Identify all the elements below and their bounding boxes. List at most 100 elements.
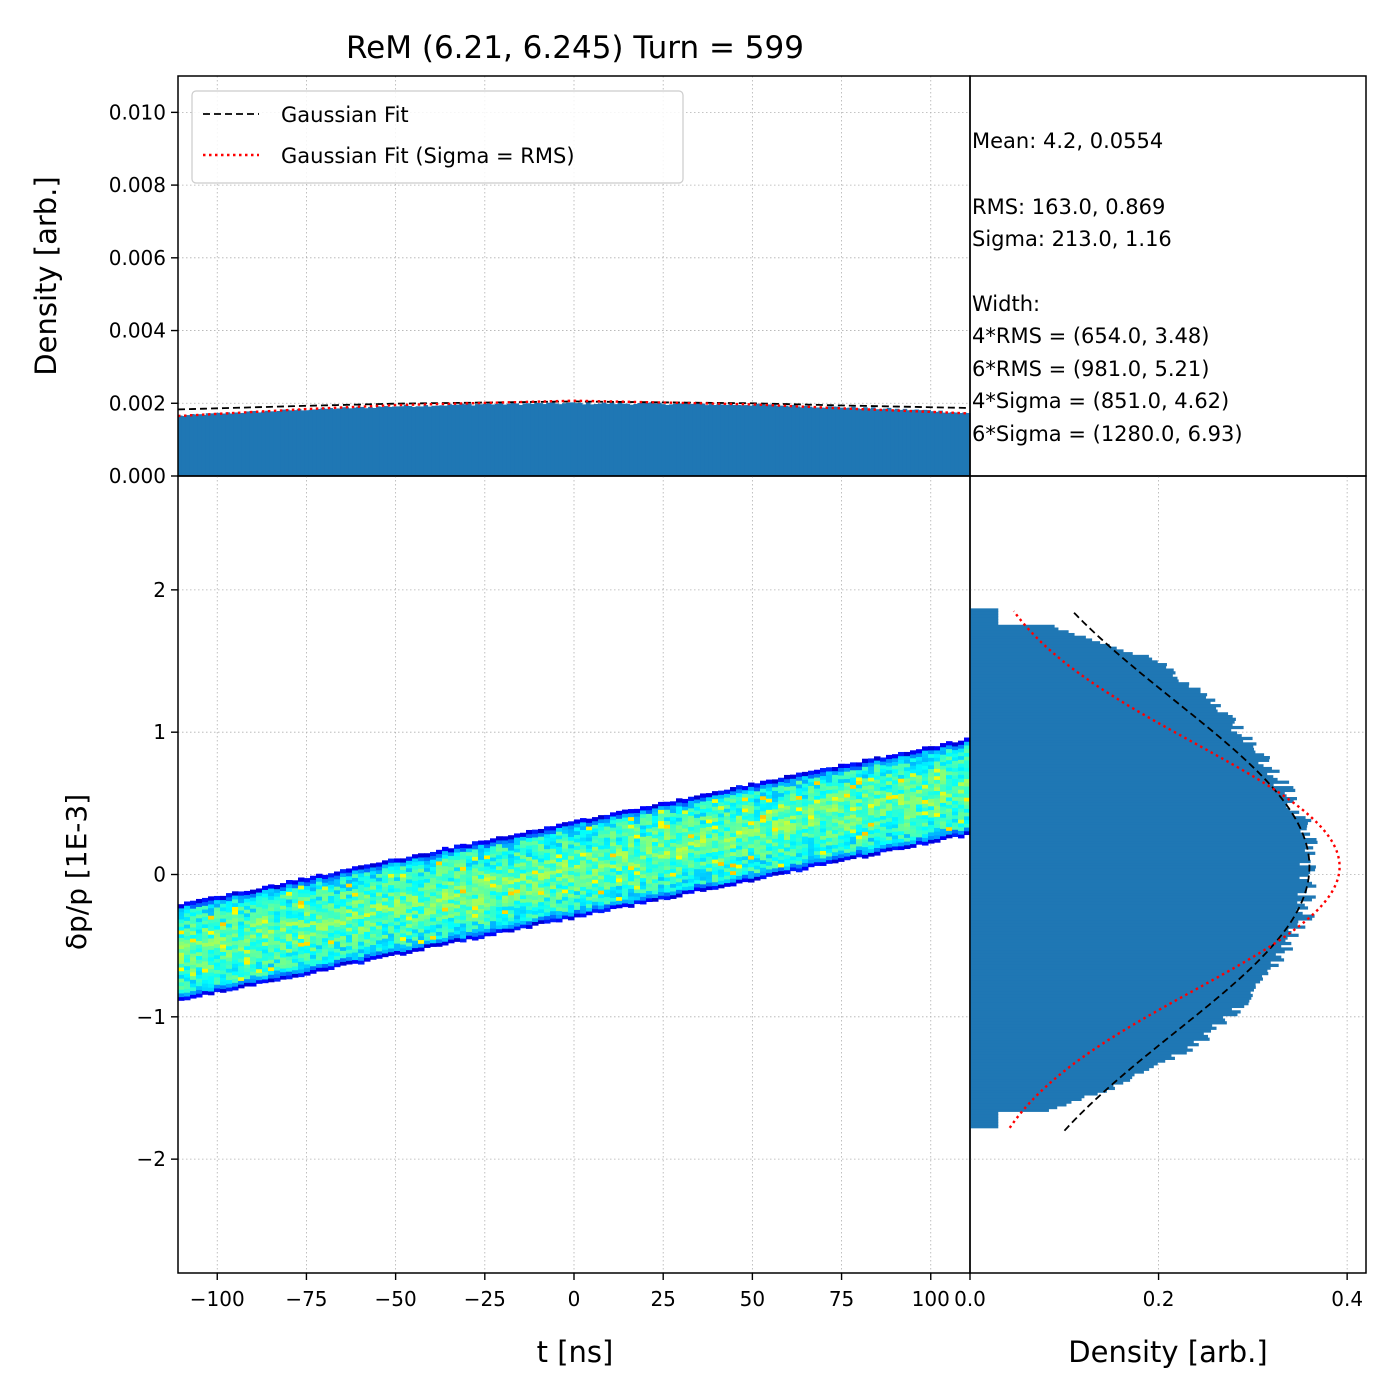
heatmap-cell	[418, 857, 425, 862]
heatmap-cell	[712, 802, 719, 807]
side-histogram-bar	[970, 791, 1285, 795]
heatmap-cell	[232, 948, 239, 953]
heatmap-cell	[814, 850, 821, 855]
heatmap-cell	[736, 792, 743, 797]
heatmap-cell	[610, 897, 617, 902]
heatmap-cell	[490, 894, 497, 899]
heatmap-cell	[598, 822, 605, 827]
heatmap-cell	[736, 845, 743, 850]
heatmap-cell	[664, 892, 671, 897]
heatmap-cell	[604, 900, 611, 905]
heatmap-cell	[610, 853, 617, 858]
side-histogram-bar	[970, 1051, 1187, 1055]
heatmap-cell	[382, 901, 389, 906]
heatmap-cell	[190, 934, 197, 939]
top-histogram-bar	[391, 406, 397, 476]
heatmap-cell	[742, 870, 749, 875]
heatmap-cell	[382, 941, 389, 947]
heatmap-cell	[214, 929, 221, 934]
heatmap-cell	[436, 909, 443, 914]
side-histogram-bar	[970, 993, 1253, 998]
heatmap-cell	[310, 962, 317, 967]
heatmap-cell	[244, 890, 251, 896]
heatmap-cell	[934, 797, 941, 803]
heatmap-cell	[580, 818, 587, 823]
heatmap-cell	[718, 813, 725, 818]
heatmap-cell	[850, 817, 857, 823]
heatmap-cell	[352, 881, 359, 886]
heatmap-cell	[520, 876, 527, 881]
heatmap-cell	[856, 766, 863, 771]
heatmap-cell	[358, 952, 365, 957]
heatmap-cell	[274, 914, 281, 919]
heatmap-cell	[256, 924, 263, 930]
heatmap-cell	[388, 873, 395, 878]
heatmap-cell	[592, 879, 599, 884]
heatmap-cell	[460, 881, 467, 886]
heatmap-cell	[904, 826, 911, 831]
heatmap-cell	[676, 813, 683, 818]
heatmap-cell	[238, 961, 245, 967]
heatmap-cell	[580, 840, 587, 846]
heatmap-cell	[388, 877, 395, 882]
heatmap-cell	[934, 760, 941, 766]
heatmap-cell	[508, 872, 515, 877]
heatmap-cell	[820, 786, 827, 792]
heatmap-cell	[514, 840, 521, 846]
heatmap-cell	[376, 928, 383, 933]
heatmap-cell	[256, 917, 263, 922]
side-histogram-bar	[970, 794, 1287, 798]
heatmap-cell	[736, 815, 743, 820]
heatmap-cell	[640, 806, 647, 811]
heatmap-cell	[232, 967, 239, 972]
heatmap-cell	[316, 884, 323, 890]
heatmap-cell	[502, 902, 509, 907]
heatmap-cell	[748, 790, 755, 795]
heatmap-cell	[682, 879, 689, 884]
side-histogram-bar	[970, 1029, 1212, 1033]
heatmap-cell	[604, 866, 611, 872]
heatmap-cell	[766, 816, 773, 822]
heatmap-cell	[670, 876, 677, 881]
heatmap-cell	[400, 884, 407, 889]
heatmap-cell	[304, 960, 311, 965]
heatmap-cell	[268, 929, 275, 934]
heatmap-cell	[298, 881, 305, 886]
heatmap-cell	[934, 820, 941, 825]
heatmap-cell	[616, 904, 623, 909]
heatmap-cell	[802, 813, 809, 818]
top-histogram-bar	[942, 412, 947, 476]
heatmap-cell	[754, 794, 761, 799]
heatmap-cell	[964, 812, 970, 817]
heatmap-cell	[952, 756, 959, 761]
heatmap-cell	[442, 941, 449, 946]
heatmap-cell	[400, 944, 407, 949]
heatmap-cell	[742, 844, 749, 850]
heatmap-cell	[442, 903, 449, 908]
heatmap-cell	[826, 774, 833, 779]
heatmap-cell	[544, 852, 551, 857]
heatmap-cell	[436, 890, 443, 895]
heatmap-cell	[280, 942, 287, 947]
top-histogram-bar	[376, 406, 381, 476]
heatmap-cell	[772, 816, 779, 821]
side-histogram-bar	[970, 982, 1256, 987]
heatmap-cell	[256, 906, 263, 911]
heatmap-cell	[580, 871, 587, 876]
side-histogram-bar	[970, 777, 1278, 782]
heatmap-cell	[700, 823, 707, 828]
heatmap-cell	[454, 863, 461, 868]
heatmap-cell	[868, 852, 875, 857]
heatmap-cell	[388, 948, 395, 953]
heatmap-cell	[520, 883, 527, 889]
stat-sigma: Sigma: 213.0, 1.16	[972, 227, 1172, 251]
heatmap-cell	[454, 907, 461, 913]
heatmap-cell	[346, 956, 353, 961]
heatmap-cell	[700, 880, 707, 885]
heatmap-cell	[640, 832, 647, 837]
heatmap-cell	[742, 837, 749, 842]
heatmap-cell	[790, 811, 797, 816]
heatmap-cell	[466, 844, 473, 849]
heatmap-cell	[508, 861, 515, 866]
heatmap-cell	[244, 927, 251, 932]
